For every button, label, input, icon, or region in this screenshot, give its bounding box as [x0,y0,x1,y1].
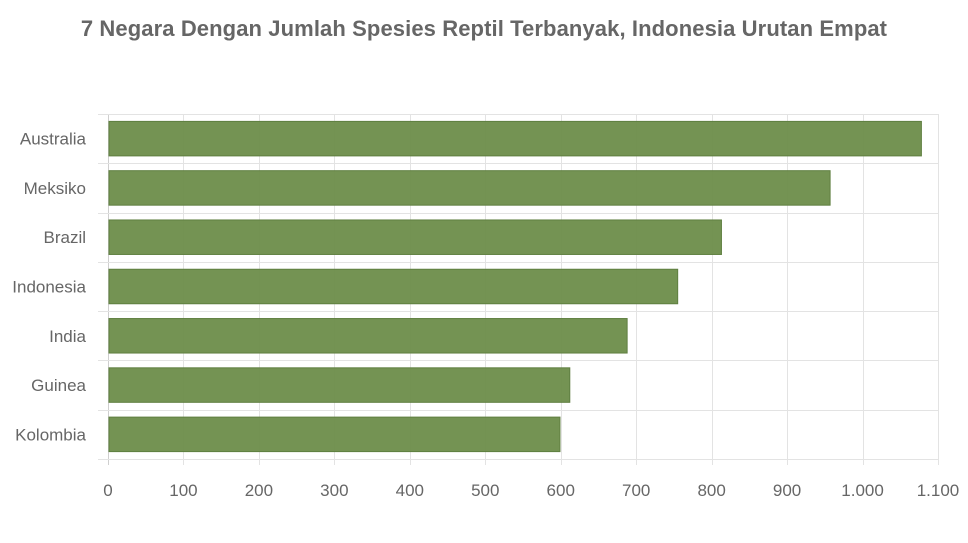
x-tick-label: 900 [773,481,801,500]
x-tick-label: 1.100 [917,481,960,500]
chart-title: 7 Negara Dengan Jumlah Spesies Reptil Te… [80,16,888,41]
x-tick-label: 1.000 [841,481,884,500]
x-tick-label: 800 [697,481,725,500]
bar [108,120,922,157]
x-tick-label: 200 [245,481,273,500]
y-tick-label: Kolombia [15,425,86,444]
x-tick-label: 700 [622,481,650,500]
y-tick-label: Australia [20,130,87,149]
y-tick-label: Brazil [43,228,86,247]
bar [108,318,628,354]
bar [108,170,831,206]
bar [108,219,722,255]
y-tick-label: Meksiko [24,179,86,198]
y-tick-label: India [49,327,86,346]
x-axis-labels: 0 100 200 300 400 500 600 700 800 900 1.000 1.100 [103,481,959,500]
bar [108,367,571,403]
bar [108,268,679,305]
x-tick-label: 600 [547,481,575,500]
x-tick-label: 100 [169,481,197,500]
bar [108,416,561,453]
x-tick-label: 0 [103,481,112,500]
y-tick-label: Indonesia [12,278,86,297]
x-tick-label: 500 [471,481,499,500]
y-axis-labels: Australia Meksiko Brazil Indonesia India Guin… [12,130,86,445]
y-tick-label: Guinea [31,376,86,395]
x-tick-label: 400 [396,481,424,500]
x-tick-label: 300 [320,481,348,500]
bars [108,120,922,453]
